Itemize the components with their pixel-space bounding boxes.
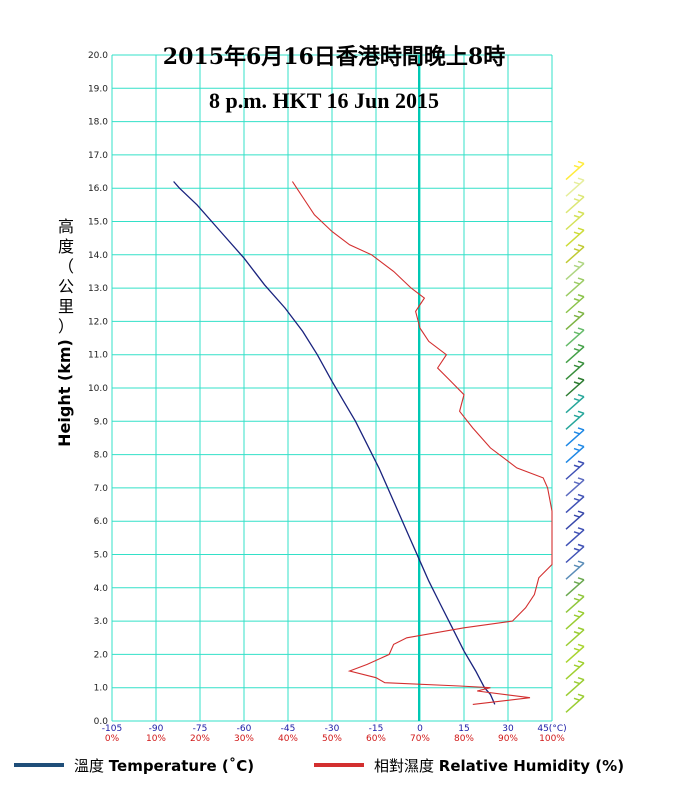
wind-barb [565,643,585,663]
wind-barb [565,377,585,397]
wind-barb [565,577,585,597]
temperature-tick-label: -45 [281,724,296,734]
temperature-tick-label: -30 [325,724,340,734]
legend-temperature-label: 溫度 Temperature (˚C) [74,757,254,775]
temperature-tick-label: 15 [458,724,469,734]
y-tick-label: 2.0 [94,650,109,660]
wind-barb [565,693,585,713]
humidity-tick-label: 20% [190,734,210,744]
temperature-tick-label: -60 [237,724,252,734]
y-tick-label: 12.0 [88,317,108,327]
wind-barb [565,160,585,181]
y-tick-label: 6.0 [94,517,109,527]
wind-barb [565,277,585,297]
y-tick-label: 10.0 [88,384,108,394]
temperature-line [173,181,496,705]
humidity-tick-label: 70% [410,734,430,744]
chart-title-chinese: 2015年6月16日香港時間晚上8時 [163,44,505,70]
y-tick-label: 4.0 [94,584,109,594]
wind-barb [565,676,585,697]
wind-barb [565,560,585,580]
wind-barb [565,360,585,380]
temperature-tick-label: 45(°C) [537,724,566,734]
y-tick-label: 3.0 [94,617,109,627]
y-tick-label: 14.0 [88,251,108,261]
wind-barb [565,427,585,447]
chart-grid [111,54,553,722]
y-tick-label: 11.0 [88,351,108,361]
humidity-line [291,181,553,705]
wind-barb [565,510,585,530]
y-tick-label: 8.0 [94,451,109,461]
wind-barb [565,460,585,480]
humidity-tick-label: 90% [498,734,518,744]
wind-barb [565,627,585,647]
temperature-tick-label: 0 [417,724,423,734]
y-axis-label-english: Height (km) [55,339,74,447]
y-tick-label: 5.0 [94,551,109,561]
wind-barb [565,527,585,547]
temperature-tick-label: -75 [193,724,208,734]
y-tick-label: 19.0 [88,84,108,94]
wind-barb [565,294,585,314]
humidity-tick-label: 30% [234,734,254,744]
wind-barb [565,327,585,347]
wind-barb [565,493,585,514]
y-tick-label: 7.0 [94,484,109,494]
chart-title-english: 8 p.m. HKT 16 Jun 2015 [209,88,439,113]
humidity-tick-label: 40% [278,734,298,744]
wind-barb [565,343,585,364]
wind-barb [565,610,585,630]
humidity-tick-label: 100% [539,734,565,744]
wind-barb [565,260,585,281]
temperature-tick-label: -105 [102,724,122,734]
wind-barb [565,227,585,247]
wind-barb [565,310,585,330]
wind-barb [565,210,585,231]
wind-barb [565,177,585,197]
y-tick-label: 20.0 [88,51,108,61]
y-axis-label-chinese: 高度（公里） [58,217,74,336]
temperature-tick-label: -15 [369,724,384,734]
wind-barb [565,660,585,680]
wind-barb [565,593,585,614]
humidity-tick-label: 0% [105,734,120,744]
y-tick-labels: 0.0 1.0 2.0 3.0 4.0 5.0 6.0 7.0 8.0 9.0 10.0 11.0 12… [88,51,108,727]
wind-barbs [565,160,585,713]
y-tick-label: 1.0 [94,684,109,694]
wind-barb [565,477,585,497]
humidity-tick-label: 50% [322,734,342,744]
legend-humidity-label: 相對濕度 Relative Humidity (%) [374,757,624,775]
wind-barb [565,244,585,264]
y-tick-label: 0.0 [94,717,109,727]
y-tick-label: 13.0 [88,284,108,294]
humidity-tick-label: 10% [146,734,166,744]
wind-barb [565,543,585,564]
y-tick-label: 17.0 [88,151,108,161]
wind-barb [565,410,585,430]
y-tick-label: 16.0 [88,184,108,194]
wind-barb [565,393,585,414]
wind-barb [565,443,585,464]
y-tick-label: 18.0 [88,118,108,128]
data-series [173,181,553,705]
temperature-tick-label: 30 [502,724,514,734]
wind-barb [565,194,585,214]
temperature-tick-label: -90 [149,724,164,734]
y-tick-label: 15.0 [88,218,108,228]
y-axis-label: 高度（公里） Height (km) [55,217,74,447]
humidity-tick-label: 60% [366,734,386,744]
legend: 溫度 Temperature (˚C) 相對濕度 Relative Humidi… [14,757,624,775]
humidity-tick-label: 80% [454,734,474,744]
x-tick-labels: -105 -90 -75 -60 -45 -30 -15 0 15 30 45(°C) 0% 10% 20… [102,724,567,744]
y-tick-label: 9.0 [94,417,109,427]
